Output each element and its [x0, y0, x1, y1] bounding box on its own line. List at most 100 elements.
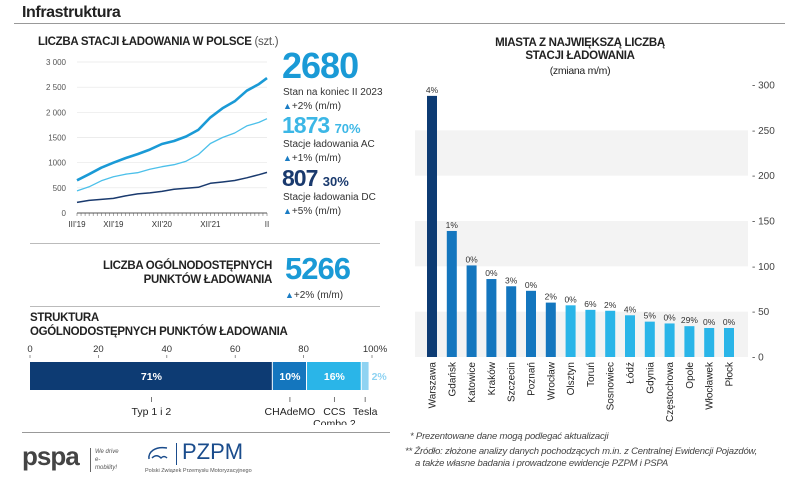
- city-label: Opole: [685, 362, 696, 389]
- bar-data-label: 0%: [485, 268, 498, 278]
- dc-number: 807: [282, 165, 318, 191]
- points-change-text: +2% (m/m): [293, 290, 344, 301]
- bar-gdańsk: [446, 230, 457, 357]
- stations-title: LICZBA STACJI ŁADOWANIA W POLSCE (szt.): [38, 36, 279, 48]
- line-series-ac: [76, 118, 268, 192]
- bar-data-label: 1%: [446, 220, 459, 230]
- segment-chademo: [272, 362, 307, 390]
- ac-share: 70%: [334, 121, 361, 136]
- x-tick-label: XII'20: [152, 220, 173, 229]
- up-triangle-icon: ▲: [285, 290, 294, 300]
- segment-label: 10%: [279, 371, 301, 383]
- cities-subtitle: (zmiana m/m): [549, 65, 611, 77]
- grid-band: [415, 221, 748, 267]
- bar-data-label: 0%: [564, 294, 577, 304]
- city-label: Warszawa: [428, 362, 439, 409]
- x-tick-label: 80: [298, 344, 309, 355]
- y-tick-label: 500: [53, 184, 67, 193]
- y-tick-label: 2 000: [46, 108, 67, 117]
- segment-ccs-combo-2: [307, 362, 361, 390]
- city-label: Gdynia: [645, 362, 656, 394]
- x-tick-label: XII'21: [200, 220, 221, 229]
- category-label: CHAdeMO: [265, 406, 316, 418]
- city-label: Poznań: [527, 362, 538, 396]
- structure-stacked-bar: 0 20 40 60 80 100% 71% Typ 1 i 2 10% CHAdeMO 16% CC…: [27, 344, 388, 425]
- y-tick-label: - 200: [752, 171, 775, 182]
- cities-title-line2: STACJI ŁADOWANIA: [525, 50, 635, 62]
- segment-tesla: [361, 362, 369, 390]
- bar-data-label: 5%: [644, 311, 657, 321]
- structure-title-line1: STRUKTURA: [30, 312, 99, 324]
- cities-title-line1: MIASTA Z NAJWIĘKSZĄ LICZBĄ: [495, 37, 665, 49]
- y-tick-label: 1500: [48, 134, 66, 143]
- up-triangle-icon: ▲: [283, 206, 292, 216]
- line-series-dc: [76, 171, 268, 204]
- y-tick-label: - 300: [752, 81, 775, 92]
- pzpm-emblem-icon: [148, 446, 168, 460]
- total-value: 2680: [282, 45, 359, 86]
- ac-change: ▲+1% (m/m): [283, 152, 341, 165]
- city-label: Toruń: [586, 362, 597, 387]
- points-title-line1: LICZBA OGÓLNODOSTĘPNYCH: [102, 260, 272, 272]
- bar-data-label: 6%: [584, 299, 597, 309]
- bar-data-label: 3%: [505, 275, 518, 285]
- y-tick-label: 3 000: [46, 58, 67, 67]
- bar-łódź: [625, 315, 635, 357]
- bar-opole: [684, 326, 695, 357]
- city-label: Częstochowa: [665, 362, 676, 422]
- city-label: Sosnowiec: [606, 362, 617, 410]
- city-label: Szczecin: [507, 362, 518, 402]
- bar-warszawa: [427, 95, 437, 357]
- city-label: Włocławek: [705, 361, 716, 410]
- category-label: CCS: [323, 406, 345, 418]
- pzpm-separator: [176, 443, 177, 465]
- category-label: Tesla: [353, 406, 378, 418]
- dc-label: Stacje ładowania DC: [283, 192, 376, 203]
- grid-band: [415, 311, 748, 357]
- city-label: Płock: [725, 361, 736, 386]
- bar-poznań: [526, 290, 536, 357]
- bar-szczecin: [506, 286, 517, 357]
- structure-title-line2: OGÓLNODOSTĘPNYCH PUNKTÓW ŁADOWANIA: [30, 326, 288, 338]
- bar-data-label: 0%: [723, 317, 736, 327]
- bar-data-label: 2%: [604, 300, 617, 310]
- ac-change-text: +1% (m/m): [291, 153, 342, 164]
- cities-bar-chart: - 0 - 50 - 100 - 150 - 200 - 250 - 300 4% Warsza…: [415, 81, 775, 422]
- y-tick-label: 0: [62, 209, 67, 218]
- pspa-logo-text: pspa: [22, 441, 80, 471]
- footnote-2: ** Źródło: złożone analizy danych pochod…: [405, 446, 758, 457]
- pzpm-logo: PZPM: [182, 439, 244, 464]
- y-tick-label: 1000: [48, 159, 66, 168]
- x-tick-label: III'19: [68, 220, 86, 229]
- pzpm-fullname: Polski Związek Przemysłu Motoryzacyjnego: [145, 468, 252, 474]
- page-title: Infrastruktura: [22, 4, 121, 21]
- points-change: ▲+2% (m/m): [285, 289, 343, 302]
- points-title-line2: PUNKTÓW ŁADOWANIA: [143, 274, 273, 286]
- city-label: Katowice: [467, 362, 478, 403]
- x-tick-label: 100%: [363, 344, 388, 355]
- ac-label: Stacje ładowania AC: [283, 139, 375, 150]
- cities-title: MIASTA Z NAJWIĘKSZĄ LICZBĄ STACJI ŁADOWAN…: [440, 37, 720, 78]
- points-value: 5266: [285, 251, 351, 286]
- up-triangle-icon: ▲: [283, 101, 292, 111]
- bar-data-label: 0%: [663, 312, 676, 322]
- segment-typ-1-i-2: [30, 362, 272, 390]
- bar-sosnowiec: [605, 310, 616, 357]
- divider: [30, 306, 380, 307]
- bar-data-label: 4%: [426, 85, 439, 95]
- stations-unit: (szt.): [254, 36, 279, 48]
- structure-title: STRUKTURA OGÓLNODOSTĘPNYCH PUNKTÓW ŁADOWA…: [30, 311, 288, 339]
- x-tick-label: 20: [93, 344, 104, 355]
- bar-włocławek: [704, 327, 715, 357]
- city-label: Wrocław: [546, 361, 557, 400]
- bar-katowice: [466, 265, 477, 357]
- x-tick-label: 60: [230, 344, 241, 355]
- bar-data-label: 0%: [525, 280, 538, 290]
- x-tick-label: XII'19: [103, 220, 124, 229]
- bar-płock: [724, 327, 734, 357]
- bar-data-label: 29%: [681, 315, 698, 325]
- x-tick-label: 0: [27, 344, 32, 355]
- title-divider: [14, 23, 785, 24]
- y-tick-label: 2 500: [46, 83, 67, 92]
- bar-toruń: [585, 309, 596, 357]
